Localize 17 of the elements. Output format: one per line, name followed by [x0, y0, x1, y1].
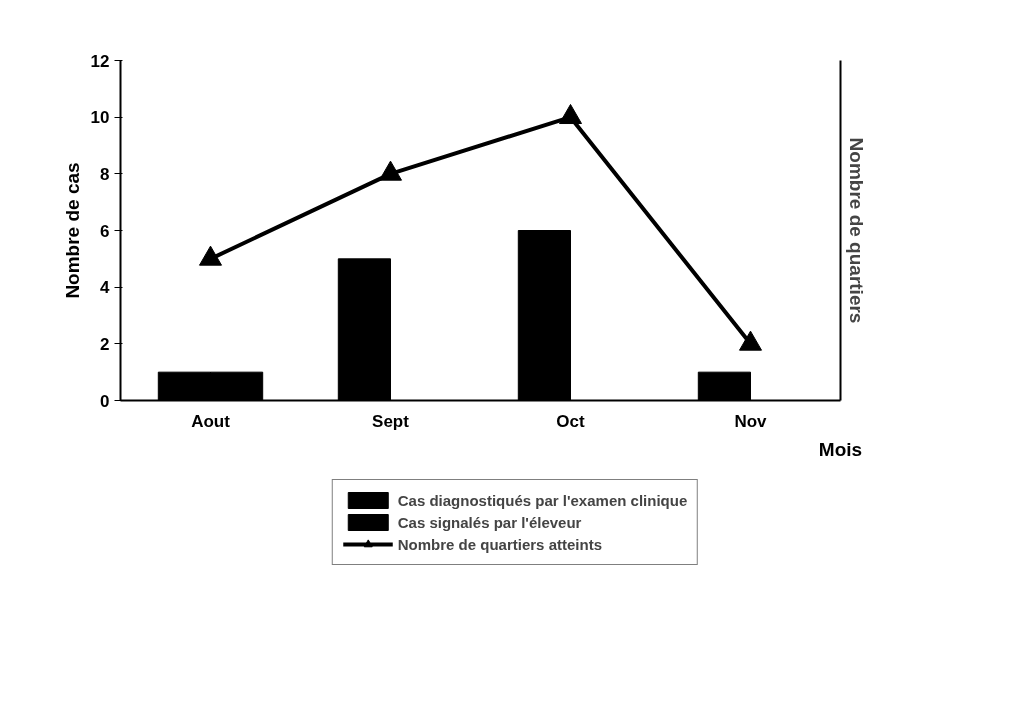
y-tick-label: 0: [100, 391, 110, 411]
y-tick-label: 4: [100, 278, 111, 298]
y-tick-label: 2: [100, 334, 110, 354]
x-axis-title: Mois: [818, 438, 863, 460]
legend-label: Cas signalés par l'éleveur: [397, 513, 582, 531]
legend-label: Cas diagnostiqués par l'examen clinique: [397, 491, 688, 509]
x-tick-label: Aout: [191, 411, 231, 431]
y-tick-label: 8: [100, 164, 110, 184]
y-axis-title: Nombre de cas: [61, 162, 83, 299]
x-tick-label: Oct: [556, 411, 586, 431]
y2-axis-title: Nombre de quartiers: [845, 137, 867, 324]
x-tick-label: Nov: [734, 411, 768, 431]
y-tick-label: 6: [100, 221, 110, 241]
legend-label: Nombre de quartiers atteints: [397, 535, 602, 553]
y-tick-label: 12: [90, 51, 110, 71]
x-tick-label: Sept: [372, 411, 410, 431]
y-tick-label: 10: [90, 108, 110, 128]
